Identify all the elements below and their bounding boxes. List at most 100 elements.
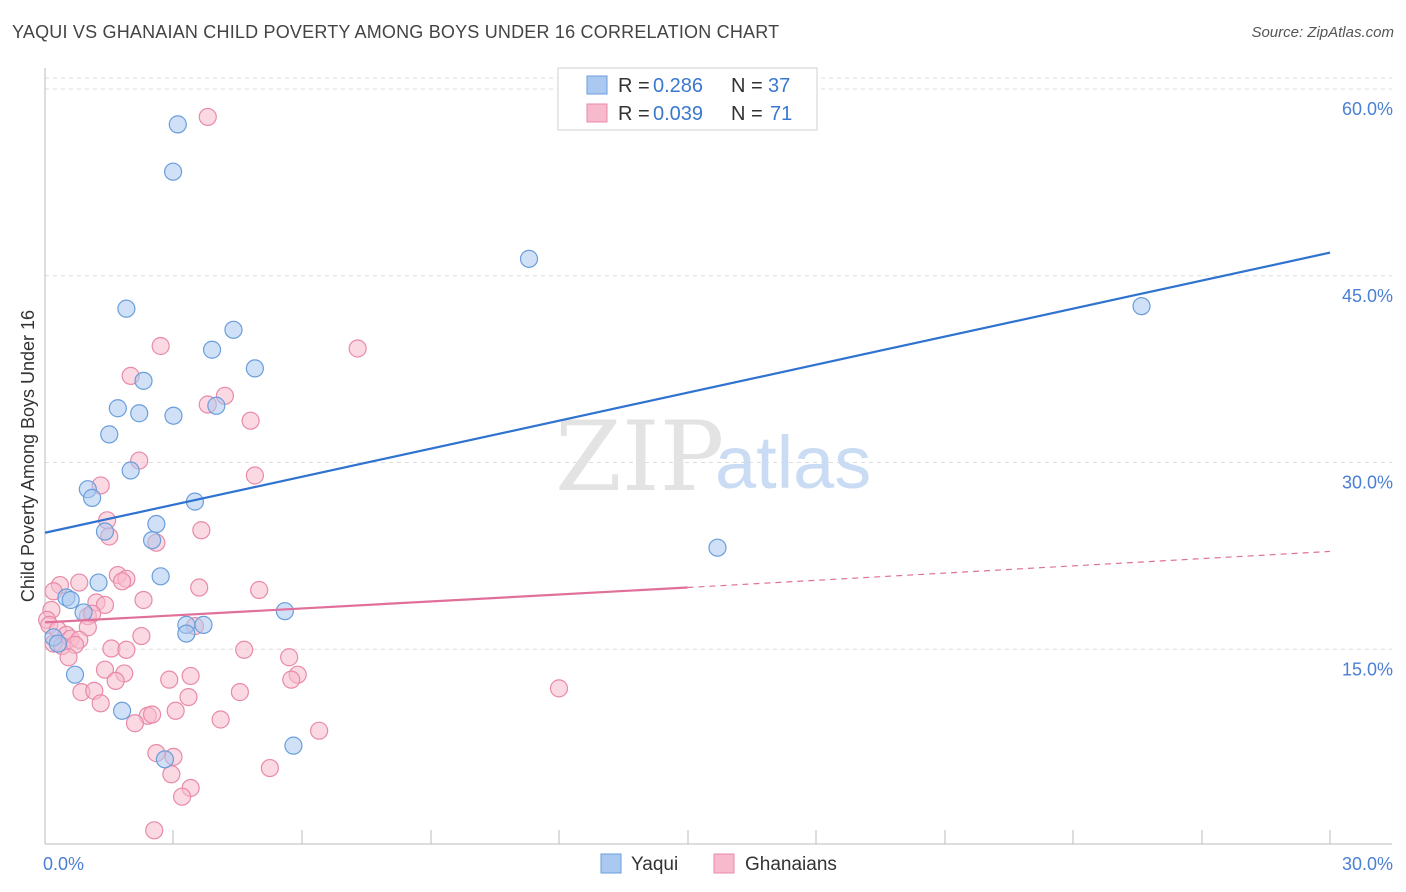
x-tick-label: 30.0% bbox=[1342, 854, 1393, 874]
y-tick-label: 15.0% bbox=[1342, 659, 1393, 679]
ghanaians-point bbox=[117, 640, 136, 659]
legend-n-value: 71 bbox=[770, 103, 792, 125]
yaqui-point bbox=[1132, 297, 1151, 316]
ghanaians-point bbox=[250, 580, 269, 600]
legend-swatch-ghanaians bbox=[586, 103, 608, 123]
bottom-legend-swatch-ghanaians bbox=[713, 853, 735, 874]
ghanaians-point bbox=[70, 573, 89, 592]
watermark-atlas: atlas bbox=[715, 421, 871, 504]
bottom-legend-swatch-yaqui bbox=[600, 853, 622, 874]
ghanaians-point bbox=[166, 701, 185, 720]
yaqui-point bbox=[48, 634, 67, 653]
legend-r-label: R = bbox=[618, 75, 650, 97]
yaqui-point bbox=[130, 404, 149, 423]
ghanaians-point bbox=[282, 670, 301, 689]
series-legend: Yaqui Ghanaians bbox=[600, 853, 837, 875]
ghanaians-point bbox=[179, 687, 198, 707]
grid-lines bbox=[45, 77, 1392, 650]
yaqui-trend-line bbox=[44, 251, 1331, 534]
yaqui-point bbox=[147, 514, 166, 534]
yaqui-point bbox=[245, 359, 264, 378]
y-tick-label: 45.0% bbox=[1342, 286, 1393, 306]
watermark-zip: ZIP bbox=[555, 401, 724, 513]
ghanaians-point bbox=[59, 648, 78, 667]
yaqui-point bbox=[95, 522, 115, 541]
ghanaians-trend-line bbox=[44, 586, 688, 624]
yaqui-point bbox=[108, 399, 127, 418]
yaqui-point bbox=[121, 461, 140, 480]
y-tick-label: 30.0% bbox=[1342, 473, 1393, 493]
ghanaians-point bbox=[280, 648, 299, 667]
ghanaians-trend-extension bbox=[687, 550, 1331, 589]
yaqui-point bbox=[202, 340, 222, 359]
ghanaians-point bbox=[549, 679, 569, 698]
yaqui-point bbox=[83, 488, 102, 507]
yaqui-point bbox=[89, 573, 108, 592]
ghanaians-point bbox=[106, 671, 125, 691]
x-tick-labels: 0.0% 30.0% bbox=[43, 854, 1393, 874]
yaqui-points bbox=[44, 115, 1151, 769]
ghanaians-point bbox=[134, 590, 153, 610]
yaqui-point bbox=[74, 603, 93, 622]
yaqui-point bbox=[177, 624, 196, 643]
yaqui-point bbox=[207, 396, 226, 415]
ghanaians-point bbox=[241, 411, 260, 430]
y-tick-label: 60.0% bbox=[1342, 99, 1393, 119]
ghanaians-point bbox=[132, 626, 151, 646]
ghanaians-point bbox=[181, 666, 200, 686]
y-axis-label: Child Poverty Among Boys Under 16 bbox=[18, 310, 38, 602]
yaqui-point bbox=[117, 299, 136, 318]
bottom-legend-yaqui: Yaqui bbox=[631, 854, 678, 875]
ghanaians-point bbox=[95, 660, 115, 679]
y-tick-labels: 15.0% 30.0% 45.0% 60.0% bbox=[1342, 99, 1393, 679]
chart-title: YAQUI VS GHANAIAN CHILD POVERTY AMONG BO… bbox=[12, 22, 780, 42]
bottom-legend-ghanaians: Ghanaians bbox=[745, 854, 837, 875]
source-credit: Source: ZipAtlas.com bbox=[1251, 24, 1394, 41]
ghanaians-point bbox=[235, 640, 254, 659]
legend-swatch-yaqui bbox=[586, 75, 608, 95]
yaqui-point bbox=[151, 567, 170, 586]
legend-n-value: 37 bbox=[768, 75, 790, 97]
ghanaians-point bbox=[260, 758, 279, 778]
yaqui-point bbox=[284, 736, 303, 755]
ghanaians-point bbox=[95, 595, 115, 615]
ghanaians-point bbox=[348, 339, 367, 358]
ghanaians-point bbox=[112, 572, 132, 591]
yaqui-point bbox=[519, 249, 539, 268]
correlation-legend: R = 0.286 N = 37 R = 0.039 N = 71 bbox=[557, 67, 818, 131]
yaqui-point bbox=[163, 162, 183, 181]
ghanaians-point bbox=[245, 466, 264, 485]
ghanaians-point bbox=[190, 578, 209, 597]
yaqui-point bbox=[65, 665, 85, 684]
ghanaians-points bbox=[38, 107, 569, 840]
yaqui-point bbox=[275, 602, 294, 621]
ghanaians-point bbox=[125, 714, 145, 733]
ghanaians-point bbox=[198, 107, 217, 127]
ghanaians-point bbox=[142, 705, 162, 724]
legend-n-label: N = bbox=[731, 103, 763, 125]
ghanaians-point bbox=[211, 710, 230, 729]
ghanaians-point bbox=[91, 694, 110, 713]
yaqui-point bbox=[224, 320, 243, 339]
yaqui-point bbox=[155, 750, 175, 769]
legend-n-label: N = bbox=[731, 75, 763, 97]
legend-r-value: 0.286 bbox=[653, 75, 703, 97]
yaqui-point bbox=[134, 371, 153, 390]
ghanaians-point bbox=[310, 721, 329, 740]
yaqui-point bbox=[142, 531, 162, 550]
yaqui-point bbox=[168, 115, 187, 134]
trend-lines bbox=[44, 251, 1331, 624]
legend-r-label: R = bbox=[618, 103, 650, 125]
ghanaians-point bbox=[151, 336, 170, 356]
yaqui-point bbox=[194, 615, 213, 634]
ghanaians-point bbox=[230, 683, 249, 702]
axes bbox=[44, 68, 1392, 845]
ghanaians-point bbox=[145, 821, 164, 840]
yaqui-point bbox=[100, 425, 119, 444]
yaqui-point bbox=[61, 590, 80, 610]
yaqui-point bbox=[708, 538, 727, 557]
yaqui-point bbox=[112, 701, 132, 720]
yaqui-point bbox=[164, 406, 183, 425]
x-tick-label: 0.0% bbox=[43, 854, 84, 874]
